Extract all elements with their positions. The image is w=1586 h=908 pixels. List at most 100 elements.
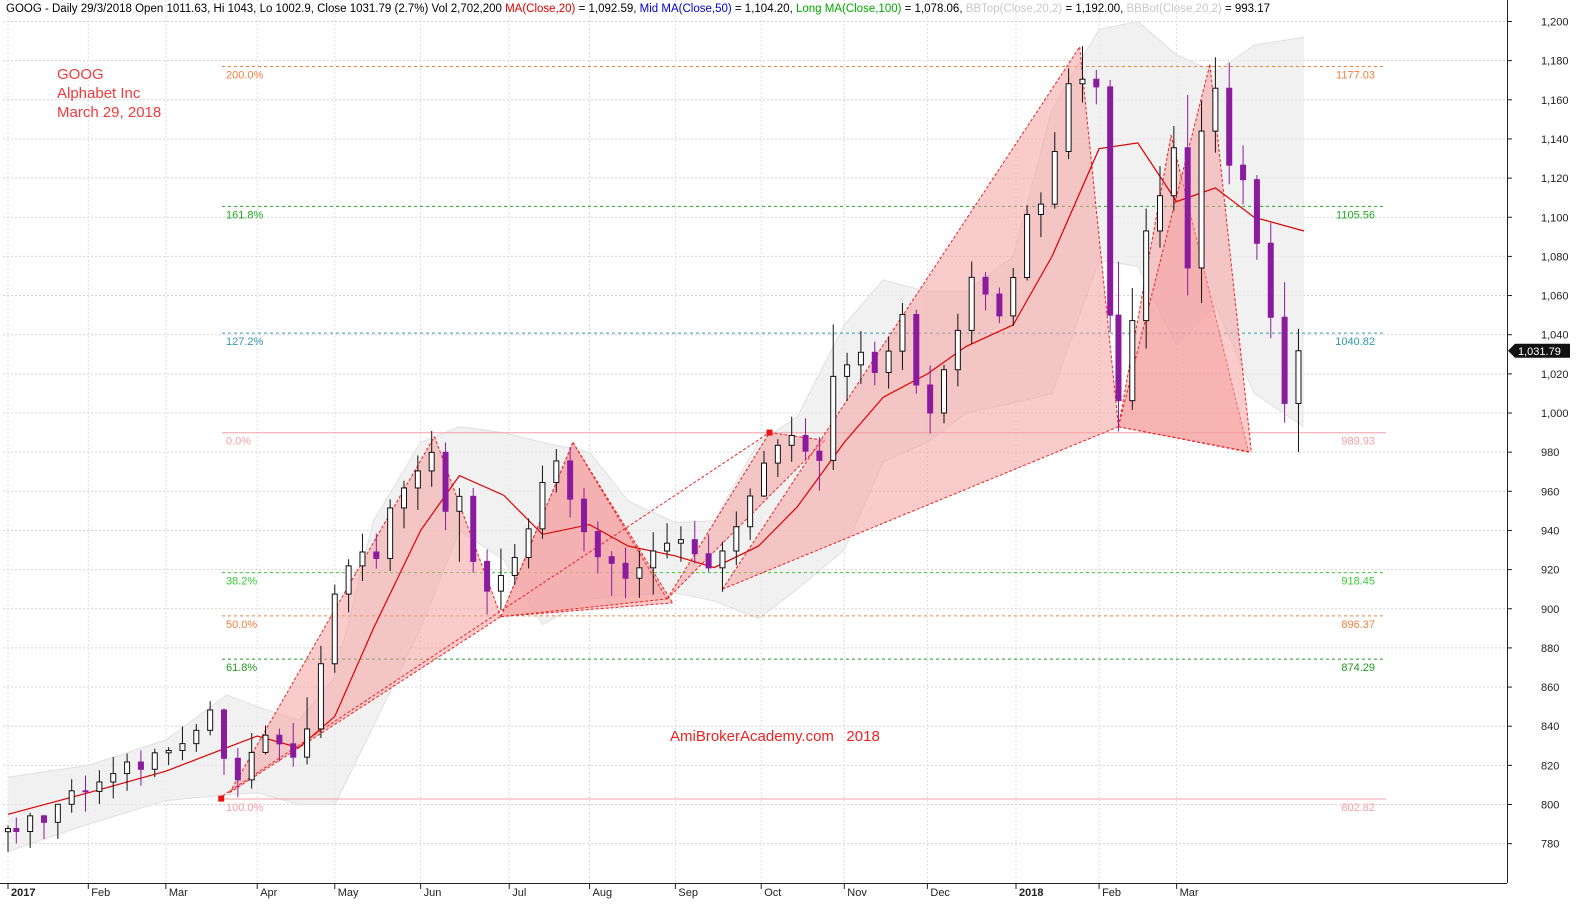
- candle-body: [636, 567, 643, 579]
- fib-level-price: 1040.82: [1335, 336, 1375, 348]
- fib-level-percent: 161.8%: [226, 209, 264, 221]
- y-tick-label: 940: [1541, 525, 1559, 537]
- candle-body: [387, 507, 394, 559]
- candle-body: [401, 487, 407, 509]
- fib-level-percent: 61.8%: [226, 662, 257, 674]
- candle-body: [539, 481, 546, 530]
- harmonic-base: [1118, 426, 1252, 453]
- candle-body: [691, 539, 698, 555]
- y-tick-label: 820: [1541, 760, 1559, 772]
- candle-body: [276, 734, 283, 745]
- x-tick-label: Apr: [260, 887, 277, 899]
- candle-body: [470, 495, 477, 562]
- candle-body: [1037, 203, 1044, 216]
- pivot-marker: [766, 429, 773, 436]
- harmonic-base: [500, 598, 668, 618]
- candle-body: [110, 773, 117, 783]
- date-label: March 29, 2018: [57, 104, 161, 121]
- x-tick-label: Jul: [512, 887, 526, 899]
- y-tick-label: 960: [1541, 486, 1559, 498]
- harmonic-triangle: [229, 436, 501, 793]
- fib-level-percent: 127.2%: [226, 336, 264, 348]
- y-tick-label: 1,080: [1541, 251, 1569, 263]
- candle-body: [54, 803, 61, 823]
- candle-body: [193, 729, 200, 745]
- candle-body: [1295, 350, 1302, 404]
- fib-level-price: 1105.56: [1336, 209, 1375, 221]
- x-tick-label: Aug: [593, 887, 613, 899]
- candle-body: [774, 444, 781, 464]
- candle-body: [1253, 179, 1260, 244]
- candle-body: [982, 276, 989, 295]
- fib-level-price: 989.93: [1341, 436, 1375, 448]
- harmonic-base: [666, 440, 826, 600]
- candle-body: [290, 743, 297, 758]
- candle-body: [165, 749, 172, 754]
- candle-body: [124, 761, 131, 775]
- candle-body: [317, 663, 324, 730]
- harmonic-leg: [1117, 134, 1172, 427]
- candle-body: [1240, 164, 1247, 181]
- candle-body: [497, 574, 504, 592]
- fib-level-price: 896.37: [1341, 619, 1375, 631]
- candle-body: [954, 329, 961, 371]
- harmonic-leg: [769, 432, 825, 441]
- header-segment: BBTop(Close,20,2): [966, 3, 1063, 15]
- harmonic-leg: [572, 442, 668, 600]
- harmonic-leg: [500, 442, 574, 617]
- candle-body: [608, 556, 615, 564]
- y-tick-label: 1,000: [1541, 408, 1569, 420]
- header-segment: = 993.17: [1222, 3, 1270, 15]
- candle-body: [1010, 277, 1017, 317]
- x-tick-label: Nov: [847, 887, 867, 899]
- y-tick-label: 1,060: [1541, 291, 1569, 303]
- fib-level-percent: 50.0%: [226, 619, 257, 631]
- candle-body: [1212, 87, 1219, 132]
- y-tick-label: 1,040: [1541, 330, 1569, 342]
- y-tick-label: 1,160: [1541, 95, 1569, 107]
- candle-body: [151, 752, 158, 770]
- candle-body: [899, 314, 906, 352]
- candle-body: [1226, 87, 1233, 166]
- harmonic-triangle: [722, 46, 1119, 590]
- fib-level-percent: 38.2%: [226, 576, 257, 588]
- candle-body: [5, 828, 11, 833]
- candle-body: [747, 495, 754, 528]
- candle-body: [1115, 314, 1122, 402]
- candle-body: [414, 470, 421, 489]
- x-tick-label: Feb: [91, 887, 110, 899]
- candle-body: [857, 351, 864, 366]
- header-segment: = 1,192.00,: [1062, 3, 1126, 15]
- x-tick-label: 2018: [1019, 887, 1043, 899]
- candle-body: [179, 743, 186, 751]
- candle-body: [428, 451, 435, 472]
- candle-body: [207, 709, 214, 731]
- candle-body: [622, 562, 629, 579]
- candle-body: [1184, 147, 1191, 269]
- candle-body: [1157, 195, 1163, 232]
- harmonic-leg: [666, 432, 770, 600]
- candle-body: [331, 593, 338, 665]
- candle-body: [719, 550, 726, 569]
- x-tick-label: Oct: [764, 887, 781, 899]
- header-segment: GOOG - Daily 29/3/2018 Open 1011.63, Hi …: [6, 3, 505, 15]
- candle-body: [1065, 83, 1072, 152]
- fib-level-price: 918.45: [1341, 576, 1375, 588]
- candle-body: [567, 460, 574, 500]
- company-label: Alphabet Inc: [57, 85, 141, 102]
- candle-body: [359, 551, 366, 567]
- price-axis: 780 800 820 840 860 880 900 920 940 960 980 1,000 1,…: [1507, 17, 1570, 851]
- candle-body: [456, 495, 463, 512]
- harmonic-leg: [1079, 46, 1119, 427]
- candle-body: [13, 828, 20, 833]
- candle-body: [373, 551, 380, 559]
- candle-body: [941, 369, 947, 414]
- candle-body: [248, 751, 255, 781]
- fib-level-price: 802.82: [1341, 802, 1375, 814]
- x-tick-label: Feb: [1102, 887, 1121, 899]
- candle-body: [802, 435, 809, 452]
- fib-level-percent: 0.0%: [226, 436, 251, 448]
- x-tick-label: 2017: [11, 887, 35, 899]
- candle-body: [761, 462, 767, 497]
- candle-body: [844, 364, 851, 377]
